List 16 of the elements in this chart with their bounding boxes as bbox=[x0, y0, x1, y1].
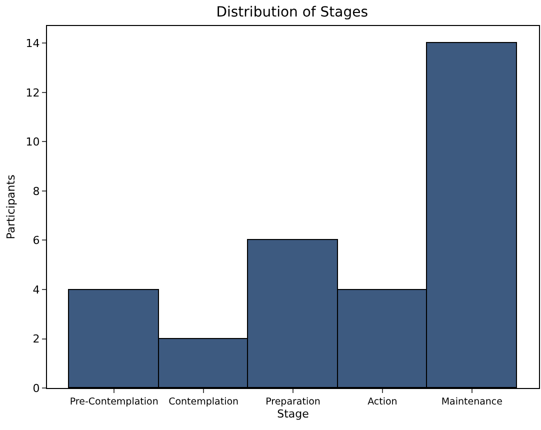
y-tick-label: 10 bbox=[26, 136, 40, 149]
x-tick-label: Maintenance bbox=[441, 396, 503, 408]
y-tick-label: 2 bbox=[32, 332, 40, 346]
y-tick-label: 8 bbox=[32, 184, 40, 198]
x-tick-label: Preparation bbox=[266, 396, 320, 408]
y-tick-label: 0 bbox=[32, 382, 40, 395]
chart-title: Distribution of Stages bbox=[216, 4, 368, 20]
y-tick-label: 12 bbox=[26, 86, 40, 100]
x-tick-label: Pre-Contemplation bbox=[70, 396, 158, 408]
y-axis-title: Participants bbox=[4, 174, 18, 240]
x-tick-label: Contemplation bbox=[168, 396, 239, 408]
y-tick-label: 4 bbox=[32, 283, 40, 296]
y-tick-label: 14 bbox=[26, 37, 40, 50]
x-axis-title: Stage bbox=[277, 407, 310, 420]
y-tick-label: 6 bbox=[32, 234, 40, 248]
x-tick-label: Action bbox=[368, 396, 398, 408]
